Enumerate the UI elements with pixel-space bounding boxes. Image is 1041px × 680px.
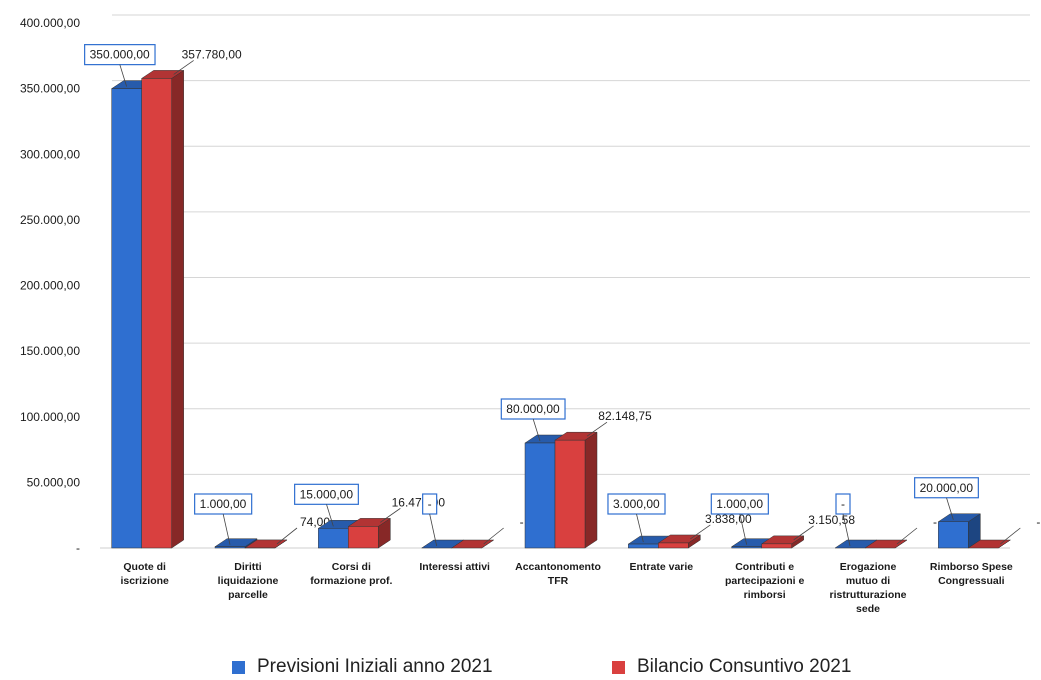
bar-previsioni-front [731, 546, 762, 549]
leader-line [222, 513, 231, 545]
bar-previsioni-front [628, 543, 659, 549]
bar-bilancio [967, 539, 1012, 549]
bar-bilancio-side [171, 69, 184, 549]
data-label-bilancio: - [933, 515, 937, 529]
x-category-label: formazione prof. [310, 575, 392, 587]
legend-swatch-previsioni [232, 660, 245, 674]
leader-line [690, 524, 711, 540]
data-label-bilancio: 16.470,00 [392, 495, 446, 509]
bar-bilancio-front [141, 78, 172, 549]
bar-bilancio [244, 539, 288, 549]
y-tick-label: 400.000,00 [20, 16, 80, 30]
leader-line [793, 525, 814, 541]
leader-line [636, 513, 644, 543]
data-label-previsioni: - [841, 497, 845, 511]
legend-label-previsioni: Previsioni Iniziali anno 2021 [257, 656, 493, 677]
bar-bilancio [657, 534, 702, 549]
y-tick-label: 50.000,00 [27, 475, 81, 489]
x-category-label: iscrizione [120, 575, 169, 587]
legend: Previsioni Iniziali anno 2021 Bilancio C… [0, 656, 1041, 680]
leader-line [173, 60, 194, 75]
leader-line [739, 513, 748, 545]
bar-bilancio-front [348, 526, 379, 549]
data-label-bilancio: 82.148,75 [598, 409, 652, 423]
legend-swatch-bilancio [612, 660, 625, 674]
x-category-label: Contributi e [735, 561, 794, 573]
bar-bilancio-front [761, 543, 792, 549]
y-tick-label: 100.000,00 [20, 410, 80, 424]
bar-bilancio [864, 539, 908, 549]
leader-line [119, 64, 128, 87]
data-label-previsioni: 1.000,00 [200, 497, 247, 511]
bar-previsioni [937, 513, 982, 549]
x-category-label: ristrutturazione [829, 589, 906, 601]
data-label-previsioni: 3.000,00 [613, 497, 660, 511]
x-category-label: Accantonomento [515, 561, 601, 573]
bar-bilancio-top [967, 539, 1012, 549]
x-category-label: TFR [548, 575, 569, 587]
legend-item-previsioni: Previsioni Iniziali anno 2021 [232, 656, 493, 678]
bar-bilancio-front [658, 542, 689, 549]
leader-line [276, 527, 298, 545]
bar-previsioni-front [111, 88, 142, 549]
x-category-label: sede [856, 603, 880, 615]
y-tick-label: 350.000,00 [20, 82, 80, 96]
x-category-label: Diritti [234, 561, 261, 573]
leader-line [429, 513, 438, 547]
data-label-previsioni: - [428, 497, 432, 511]
legend-item-bilancio: Bilancio Consuntivo 2021 [612, 656, 851, 678]
x-category-label: Quote di [123, 561, 166, 573]
x-category-label: Interessi attivi [419, 561, 490, 573]
leader-line [896, 527, 918, 545]
bar-bilancio-top [864, 539, 908, 549]
leader-line [1000, 527, 1021, 545]
x-category-label: mutuo di [846, 575, 890, 587]
x-category-label: liquidazione [218, 575, 279, 587]
legend-label-bilancio: Bilancio Consuntivo 2021 [637, 656, 852, 677]
bar-chart: - 50.000,00 100.000,00 150.000,00 200.000,00… [20, 14, 1040, 615]
bar-previsioni-front [318, 528, 349, 549]
data-label-bilancio: 3.150,58 [808, 513, 855, 527]
bar-bilancio-side [584, 431, 598, 549]
leader-line [532, 418, 541, 442]
data-label-bilancio: - [520, 515, 524, 529]
y-tick-label: - [76, 541, 80, 555]
y-tick-label: 250.000,00 [20, 213, 80, 227]
x-category-label: partecipazioni e [725, 575, 805, 587]
bar-previsioni-front [938, 521, 969, 549]
data-label-previsioni: 20.000,00 [920, 481, 974, 495]
leader-line [483, 527, 504, 545]
bar-bilancio [347, 517, 392, 549]
leader-line [380, 508, 401, 523]
data-label-bilancio: 357.780,00 [182, 47, 242, 61]
y-tick-label: 150.000,00 [20, 344, 80, 358]
bar-bilancio [554, 431, 598, 549]
bar-previsioni-front [214, 546, 246, 549]
data-label-bilancio: - [1036, 515, 1040, 529]
x-category-label: rimborsi [744, 589, 786, 601]
x-category-label: Congressuali [938, 575, 1005, 587]
leader-line [946, 497, 954, 520]
data-label-previsioni: 1.000,00 [716, 497, 763, 511]
bar-previsioni-front [524, 442, 556, 549]
y-tick-label: 300.000,00 [20, 147, 80, 161]
x-category-label: Entrate varie [630, 561, 694, 573]
data-label-previsioni: 350.000,00 [90, 48, 150, 62]
y-tick-label: 200.000,00 [20, 279, 80, 293]
bar-bilancio [450, 539, 495, 549]
bar-bilancio-front [554, 439, 586, 549]
x-category-label: Corsi di [332, 561, 371, 573]
x-category-label: parcelle [228, 589, 268, 601]
x-category-label: Rimborso Spese [930, 561, 1013, 573]
bar-bilancio-top [450, 539, 495, 549]
x-category-label: Erogazione [840, 561, 897, 573]
leader-line [586, 421, 608, 437]
data-label-previsioni: 80.000,00 [506, 402, 560, 416]
bar-bilancio [760, 535, 805, 549]
leader-line [842, 513, 851, 547]
leader-line [326, 504, 334, 527]
data-label-previsioni: 15.000,00 [300, 487, 354, 501]
bar-bilancio [140, 69, 185, 549]
